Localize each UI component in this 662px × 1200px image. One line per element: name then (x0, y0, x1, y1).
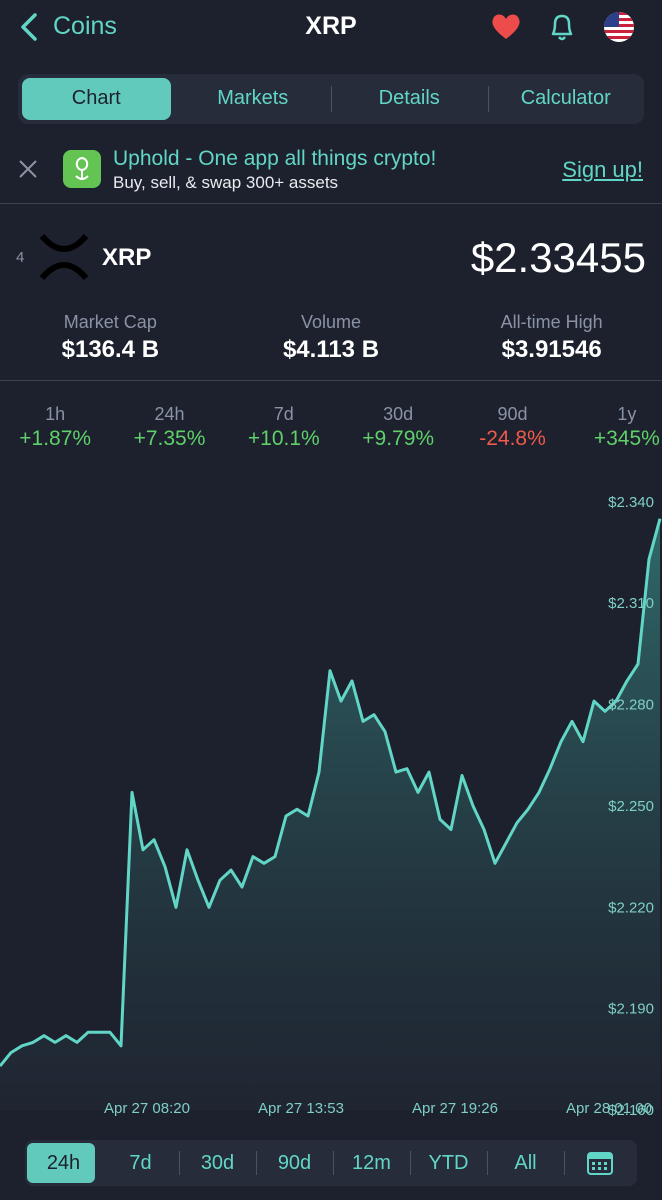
range-bar (25, 1140, 637, 1186)
calendar-icon[interactable] (586, 1150, 614, 1176)
coin-price: $2.33455 (470, 234, 646, 281)
stat-value: $4.113 B (282, 336, 380, 363)
price-chart: $2.160 $2.190 $2.220 $2.250 $2.280 $2.310 $2.3… (0, 494, 662, 1119)
ad-logo (63, 150, 101, 188)
y-tick-label: $2.190 (608, 1001, 654, 1018)
x-tick-label: Apr 27 19:26 (412, 1100, 498, 1117)
ad-title[interactable]: Uphold - One app all things crypto! (113, 147, 437, 170)
favorite-icon[interactable] (490, 11, 522, 41)
change-period: 1y (617, 404, 637, 424)
stat-value: $136.4 B (61, 336, 160, 363)
change-value: +345% (593, 427, 660, 450)
y-tick-label: $2.280 (608, 697, 654, 714)
y-tick-label: $2.310 (608, 595, 654, 612)
tab-separator (487, 86, 489, 112)
x-tick-label: Apr 27 13:53 (258, 1100, 344, 1117)
tab[interactable]: Details (378, 87, 440, 109)
range-separator (410, 1151, 411, 1175)
tab[interactable]: Markets (217, 87, 289, 109)
nav-bar: Coins XRP (0, 0, 662, 58)
change-period: 1h (45, 404, 66, 424)
ad-banner: Uphold - One app all things crypto! Buy,… (0, 140, 662, 204)
coin-symbol: XRP (102, 244, 152, 271)
range-separator (256, 1151, 257, 1175)
back-icon[interactable] (18, 12, 40, 42)
coin-rank: 4 (16, 249, 25, 266)
change-period: 90d (497, 404, 528, 424)
ad-subtitle: Buy, sell, & swap 300+ assets (113, 173, 339, 192)
change-value: +1.87% (19, 427, 92, 450)
divider (0, 380, 662, 381)
region-flag[interactable] (602, 10, 636, 44)
tab-separator (331, 86, 332, 112)
range-separator (179, 1151, 180, 1175)
range[interactable]: 12m (352, 1152, 391, 1174)
x-tick-label: Apr 28 01:00 (566, 1100, 652, 1117)
range-separator (564, 1151, 565, 1175)
range[interactable]: YTD (428, 1152, 469, 1174)
change-period: 24h (154, 404, 185, 424)
page-title: XRP (305, 12, 357, 40)
stat-label: All-time High (500, 312, 603, 332)
range[interactable]: 24h (46, 1152, 81, 1174)
y-tick-label: $2.250 (608, 798, 654, 815)
stat-label: Volume (300, 312, 361, 332)
change-period: 7d (273, 404, 294, 424)
alert-icon[interactable] (545, 10, 579, 44)
range-separator (333, 1151, 334, 1175)
ad-cta[interactable]: Sign up! (562, 157, 643, 182)
change-period: 30d (383, 404, 414, 424)
range-selected-bg (27, 1143, 95, 1183)
close-icon[interactable] (17, 158, 39, 180)
y-tick-label: $2.220 (608, 899, 654, 916)
range[interactable]: 30d (200, 1152, 235, 1174)
change-value: -24.8% (479, 427, 546, 450)
change-value: +10.1% (247, 427, 320, 450)
line (0, 518, 662, 1068)
area (0, 518, 660, 1110)
tab-selected-bg (22, 78, 171, 120)
coin-logo (40, 234, 88, 280)
tab[interactable]: Calculator (520, 87, 611, 109)
stat-label: Market Cap (63, 312, 157, 332)
back-label[interactable]: Coins (53, 12, 117, 40)
x-tick-label: Apr 27 08:20 (104, 1100, 190, 1117)
y-tick-label: $2.160 (608, 1102, 654, 1119)
change-value: +7.35% (133, 427, 206, 450)
range[interactable]: All (514, 1152, 537, 1174)
divider (0, 203, 662, 204)
y-tick-label: $2.340 (608, 494, 654, 511)
range[interactable]: 90d (277, 1152, 312, 1174)
change-value: +9.79% (362, 427, 435, 450)
stat-value: $3.91546 (501, 336, 602, 363)
range[interactable]: 7d (129, 1152, 152, 1174)
range-separator (487, 1151, 488, 1175)
tab[interactable]: Chart (71, 87, 121, 109)
